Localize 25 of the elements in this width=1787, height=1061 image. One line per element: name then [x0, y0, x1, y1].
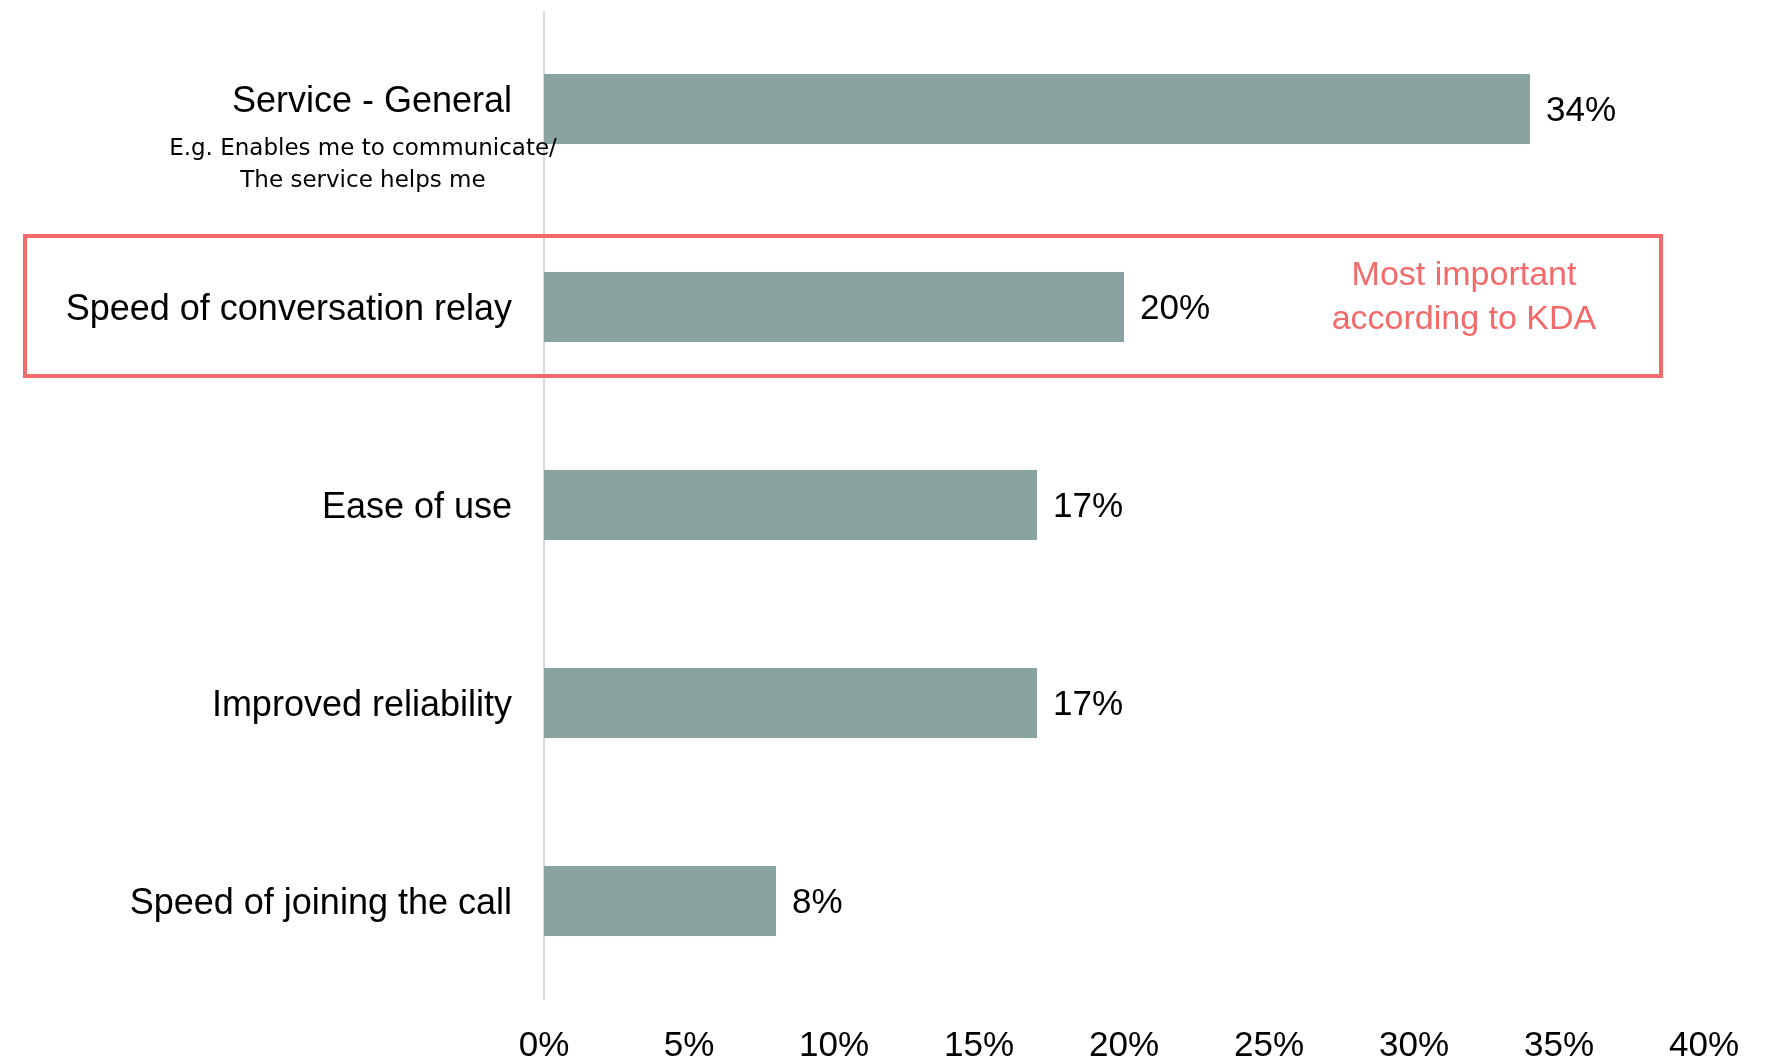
x-tick-label: 30%: [1378, 1024, 1450, 1061]
bar: [544, 865, 776, 937]
data-label: 20%: [1140, 287, 1211, 327]
annotation: E.g. Enables me to communicate/ The service helps me: [169, 134, 558, 192]
data-label: 17%: [1053, 485, 1124, 525]
x-tick-label: 0%: [518, 1024, 570, 1061]
data-label: 34%: [1546, 89, 1617, 129]
x-tick-label: 40%: [1668, 1024, 1740, 1061]
x-tick-label: 10%: [798, 1024, 870, 1061]
x-tick-label: 15%: [943, 1024, 1015, 1061]
bar: [544, 469, 1037, 541]
annotation: Most important according to KDA: [1331, 254, 1597, 336]
bar: [544, 271, 1124, 343]
data-label: 17%: [1053, 683, 1124, 723]
y-tick-label: Improved reliability: [211, 682, 512, 724]
x-tick-label: 35%: [1523, 1024, 1595, 1061]
x-tick-label: 20%: [1088, 1024, 1160, 1061]
bar: [544, 667, 1037, 739]
y-tick-label: Ease of use: [321, 484, 512, 526]
y-tick-label: Speed of joining the call: [129, 880, 512, 922]
x-tick-label: 5%: [663, 1024, 715, 1061]
x-tick-label: 25%: [1233, 1024, 1305, 1061]
data-label: 8%: [792, 881, 843, 921]
y-tick-label: Service - General: [231, 78, 512, 120]
y-tick-label: Speed of conversation relay: [65, 286, 512, 328]
